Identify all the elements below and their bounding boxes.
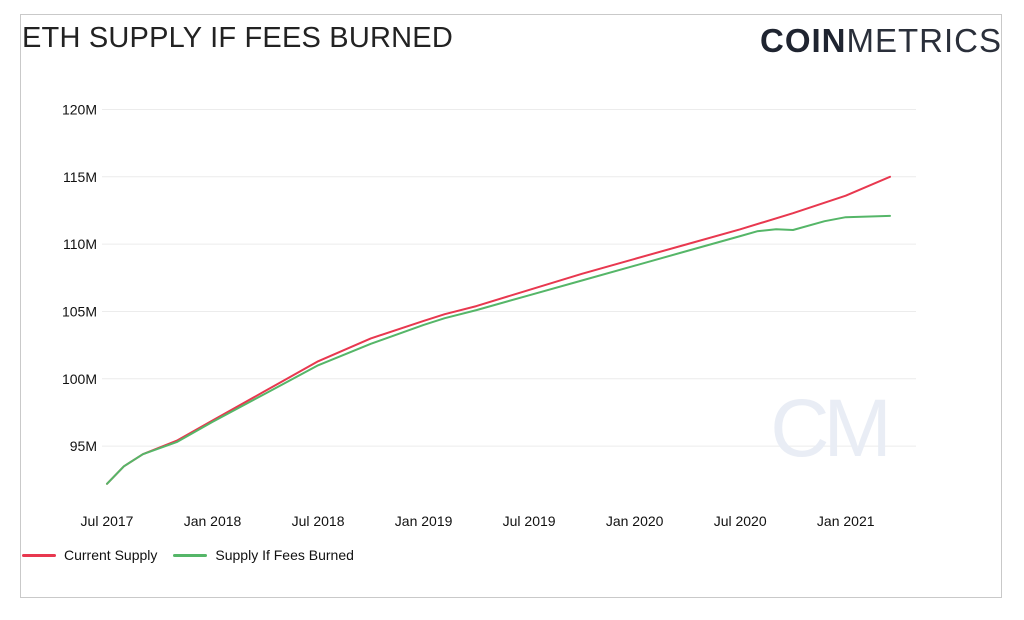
y-tick-label: 115M [63,169,97,185]
x-tick-label: Jul 2017 [81,513,134,529]
legend-swatch-supply-if-fees-burned [173,553,208,557]
chart-title: ETH SUPPLY IF FEES BURNED [22,22,453,54]
y-tick-label: 95M [70,438,97,454]
grid-lines [102,108,916,447]
brand-logo: COINMETRICS [760,22,1002,60]
brand-logo-bold: COIN [760,22,847,59]
brand-logo-light: METRICS [846,22,1002,59]
legend-label-supply-if-fees-burned: Supply If Fees Burned [215,547,354,563]
series-lines [106,175,891,485]
x-tick-label: Jul 2018 [292,513,345,529]
x-tick-label: Jul 2020 [714,513,767,529]
y-tick-label: 105M [62,303,97,319]
legend: Current Supply Supply If Fees Burned [22,547,354,563]
x-tick-label: Jan 2020 [606,513,664,529]
series-line-supply-if-fees-burned [106,214,891,485]
y-tick-label: 100M [62,371,97,387]
watermark-logo: CM [770,383,886,474]
y-tick-label: 110M [63,236,97,252]
x-axis-ticks: Jul 2017 Jan 2018 Jul 2018 Jan 2019 Jul 2019… [81,513,875,529]
legend-label-current-supply: Current Supply [64,547,158,563]
chart-frame [20,14,1002,598]
legend-swatch-current-supply [22,553,56,557]
series-line-current-supply [106,175,891,485]
x-tick-label: Jan 2021 [817,513,875,529]
y-tick-label: 120M [62,101,97,117]
legend-item-current-supply[interactable]: Current Supply [22,547,157,563]
x-tick-label: Jul 2019 [503,513,556,529]
x-tick-label: Jan 2019 [395,513,453,529]
y-axis-ticks: 95M 100M 105M 110M 115M 120M [62,101,97,454]
legend-item-supply-if-fees-burned[interactable]: Supply If Fees Burned [173,547,354,563]
x-tick-label: Jan 2018 [184,513,242,529]
